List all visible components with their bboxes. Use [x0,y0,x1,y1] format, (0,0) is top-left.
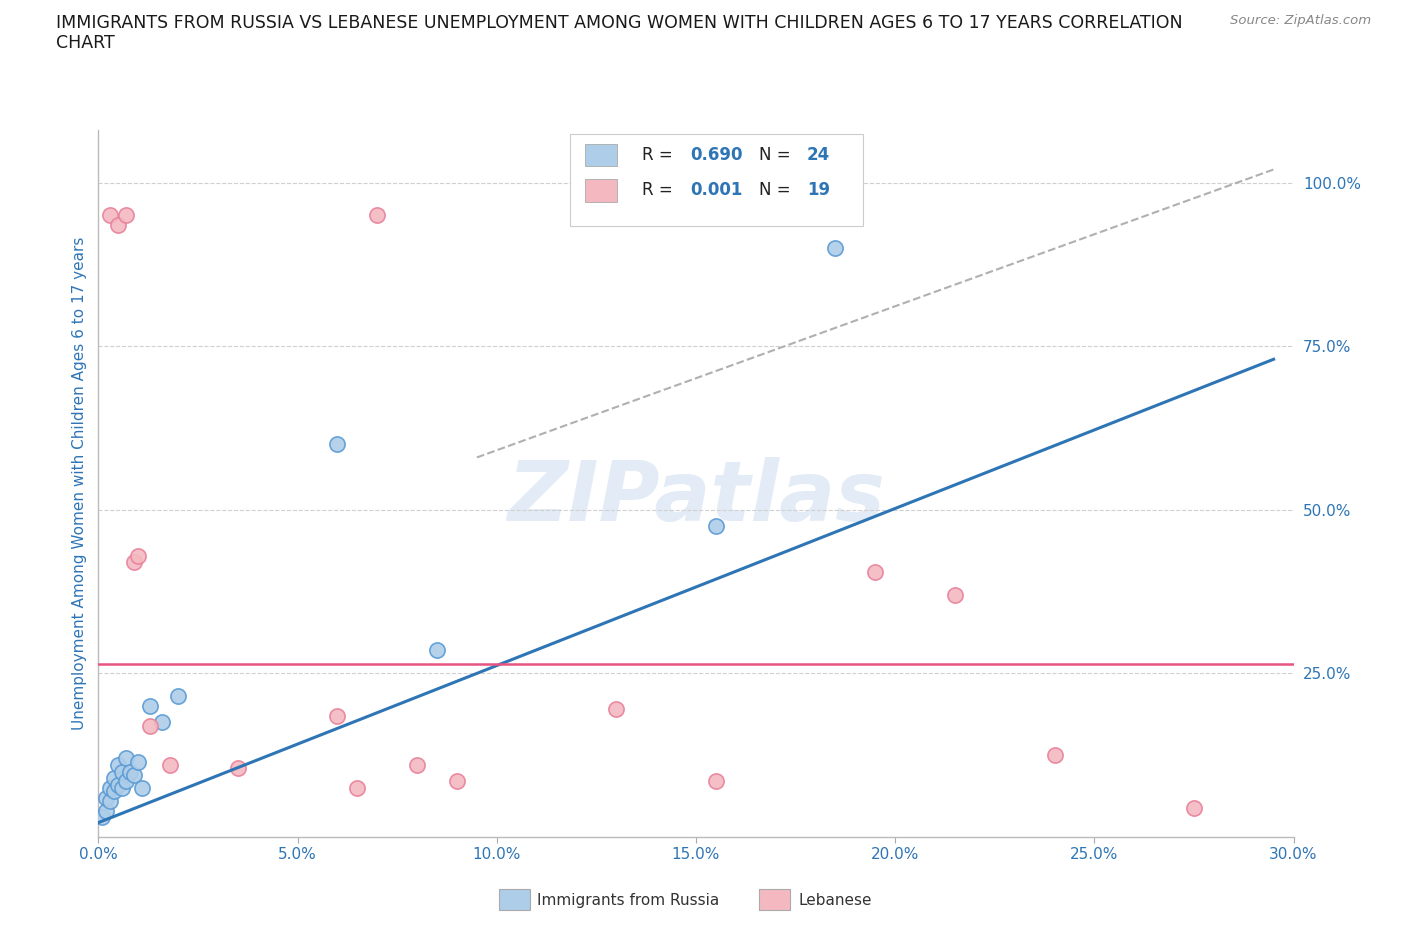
Text: 19: 19 [807,181,830,199]
Y-axis label: Unemployment Among Women with Children Ages 6 to 17 years: Unemployment Among Women with Children A… [72,237,87,730]
Point [159,758,181,773]
FancyBboxPatch shape [571,134,863,226]
Point [426,643,449,658]
Text: IMMIGRANTS FROM RUSSIA VS LEBANESE UNEMPLOYMENT AMONG WOMEN WITH CHILDREN AGES 6: IMMIGRANTS FROM RUSSIA VS LEBANESE UNEMP… [56,14,1182,32]
Point [107,218,129,232]
Point [226,761,249,776]
Point [111,764,134,779]
Point [115,751,138,766]
Point [824,241,846,256]
Point [167,689,190,704]
Point [100,780,122,795]
Text: R =: R = [643,146,678,164]
Point [115,774,138,789]
Point [1182,800,1205,815]
Text: N =: N = [759,146,796,164]
Text: CHART: CHART [56,34,115,52]
Point [100,207,122,222]
Point [96,790,118,805]
Point [406,758,429,773]
Text: N =: N = [759,181,796,199]
Point [131,780,153,795]
Point [139,698,162,713]
Point [96,804,118,818]
Point [366,207,388,222]
Text: 0.690: 0.690 [690,146,742,164]
Point [103,784,125,799]
Point [605,702,627,717]
Text: ZIPatlas: ZIPatlas [508,458,884,538]
Text: Immigrants from Russia: Immigrants from Russia [537,893,720,908]
FancyBboxPatch shape [585,143,617,166]
Point [943,588,966,603]
Point [346,780,368,795]
Point [704,774,727,789]
Point [127,754,149,769]
Point [115,207,138,222]
Text: Lebanese: Lebanese [799,893,872,908]
Text: R =: R = [643,181,678,199]
Point [1043,748,1066,763]
FancyBboxPatch shape [585,179,617,202]
Point [124,554,146,569]
Point [91,810,114,825]
Point [103,771,125,786]
Text: 24: 24 [807,146,831,164]
Point [446,774,468,789]
Point [107,758,129,773]
Point [124,767,146,782]
Point [100,793,122,808]
Text: Source: ZipAtlas.com: Source: ZipAtlas.com [1230,14,1371,27]
Point [107,777,129,792]
Point [704,519,727,534]
Point [120,764,142,779]
Point [326,709,349,724]
Point [127,548,149,563]
Point [863,565,887,579]
Text: 0.001: 0.001 [690,181,742,199]
Point [326,437,349,452]
Point [139,718,162,733]
Point [111,780,134,795]
Point [150,715,173,730]
